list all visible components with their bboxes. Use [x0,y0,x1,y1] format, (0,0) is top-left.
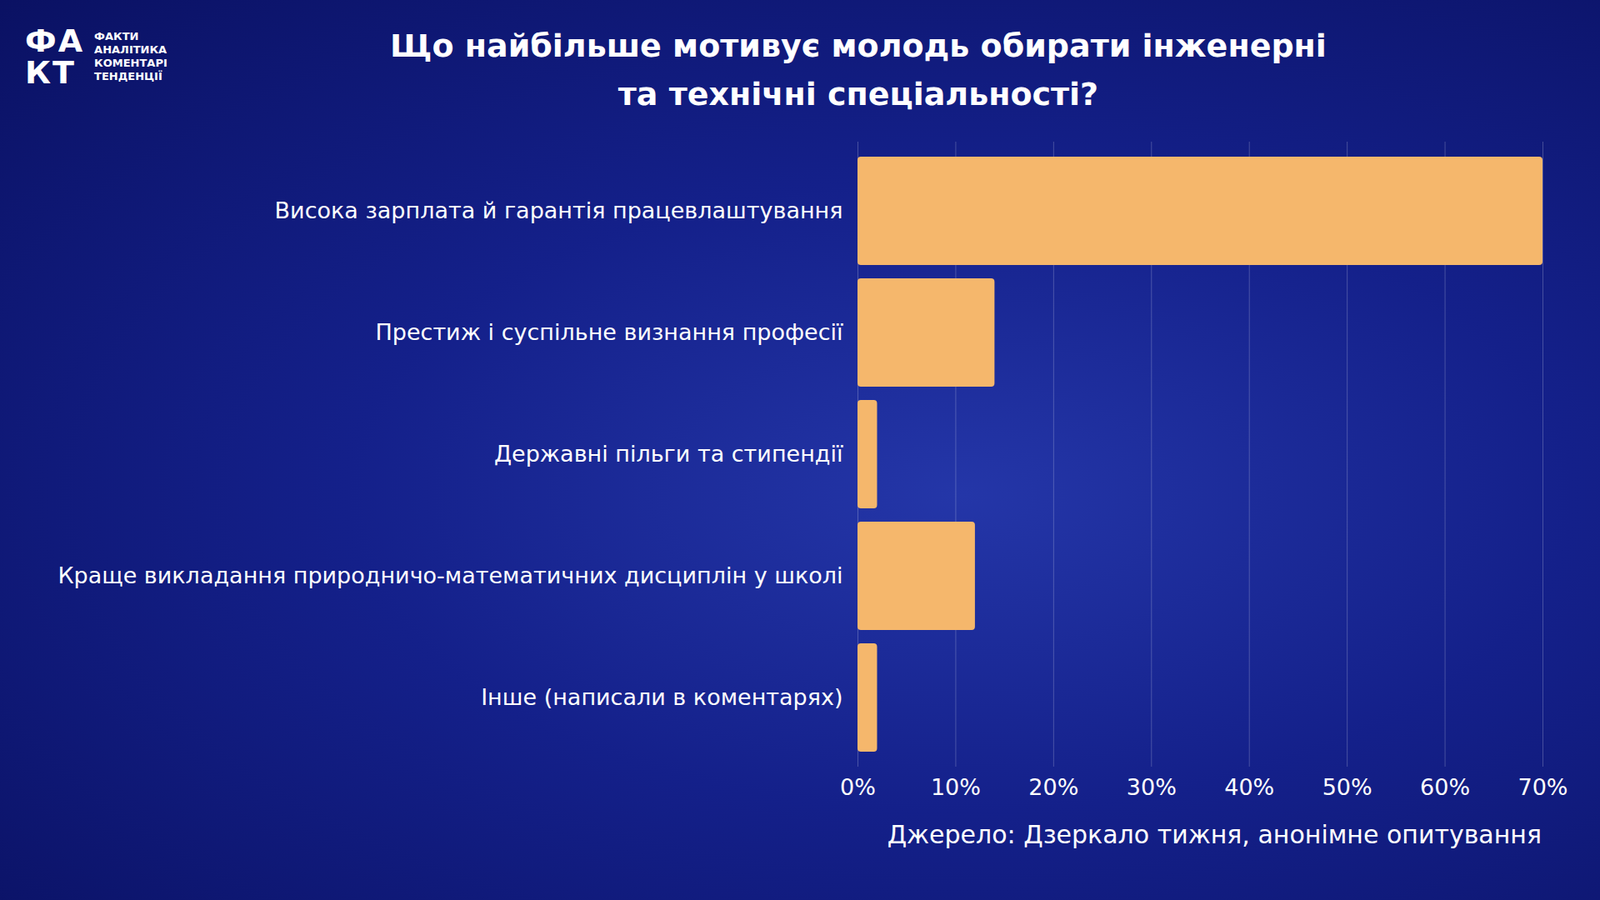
svg-text:Краще викладання природничо-ма: Краще викладання природничо-математичних… [57,562,843,589]
svg-text:70%: 70% [1517,774,1568,800]
svg-text:Інше (написали в коментарях): Інше (написали в коментарях) [480,684,843,710]
svg-text:30%: 30% [1126,774,1177,800]
svg-text:Престиж і суспільне визнання п: Престиж і суспільне визнання професії [375,319,844,345]
svg-text:Державні пільги та стипендії: Державні пільги та стипендії [494,440,844,467]
html-text:Джерело: Дзеркало тижня, аноні: Джерело: Дзеркало тижня, анонімне опитув… [887,820,1542,850]
svg-text:60%: 60% [1420,774,1470,800]
html-text:ФАКТИ: ФАКТИ [94,30,139,43]
svg-text:40%: 40% [1224,774,1275,800]
svg-text:50%: 50% [1322,774,1373,800]
html-text:ТЕНДЕНЦІЇ: ТЕНДЕНЦІЇ [94,70,163,83]
html-text:КТ: КТ [25,54,76,91]
html-text:АНАЛІТИКА: АНАЛІТИКА [94,43,167,56]
html-text:КОМЕНТАРІ: КОМЕНТАРІ [94,56,168,70]
svg-text:0%: 0% [840,774,876,800]
html-text:ФА: ФА [25,22,85,60]
html-text:Що найбільше мотивує молодь об: Що найбільше мотивує молодь обирати інже… [390,27,1327,113]
svg-text:10%: 10% [930,774,981,800]
svg-text:20%: 20% [1028,774,1079,800]
svg-text:Висока зарплата й гарантія пра: Висока зарплата й гарантія працевлаштува… [275,197,844,224]
